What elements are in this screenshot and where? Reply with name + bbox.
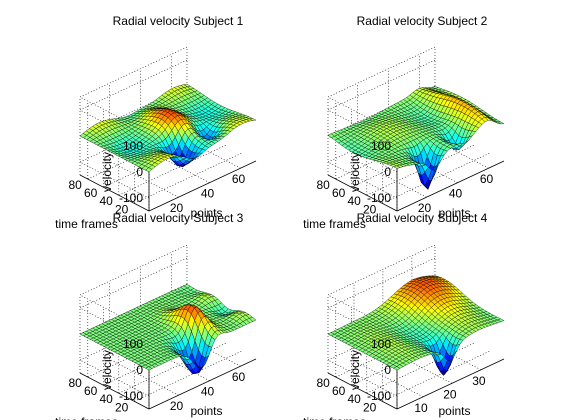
- y-tick-label: 40: [347, 194, 361, 208]
- y-tick-label: 20: [363, 202, 377, 216]
- z-tick-label: -100: [367, 191, 391, 205]
- y-axis-label: time frames: [55, 415, 118, 420]
- z-tick-label: 0: [136, 165, 143, 179]
- grid-line: [388, 146, 458, 183]
- surface-facet: [497, 318, 505, 322]
- x-tick-label: 30: [472, 374, 486, 388]
- z-tick-label: -100: [119, 389, 143, 403]
- y-tick-label: 20: [115, 400, 129, 414]
- grid-line: [171, 329, 241, 367]
- y-tick-label: 60: [332, 186, 346, 200]
- z-tick-label: 100: [123, 337, 143, 351]
- x-tick-label: 60: [232, 370, 246, 384]
- x-axis-line: [148, 358, 257, 410]
- chart-title: Radial velocity Subject 2: [357, 14, 488, 28]
- y-axis-line: [79, 372, 150, 410]
- surface-mesh: [79, 83, 257, 173]
- x-tick-label: 40: [201, 187, 215, 201]
- y-tick-label: 60: [84, 384, 98, 398]
- z-tick-label: 100: [371, 139, 391, 153]
- x-tick-label: 40: [201, 385, 215, 399]
- y-tick-label: 20: [363, 400, 377, 414]
- y-axis-line: [327, 372, 398, 410]
- y-tick-label: 40: [99, 194, 113, 208]
- y-tick-label: 80: [68, 178, 82, 192]
- z-axis-label: velocity: [100, 350, 114, 390]
- surface-facet: [249, 118, 257, 121]
- grid-line: [109, 160, 179, 198]
- z-tick-label: -100: [367, 389, 391, 403]
- surface-facet: [249, 317, 257, 322]
- surface-mesh: [79, 284, 257, 374]
- x-tick-label: 20: [418, 201, 432, 215]
- grid-line: [327, 135, 398, 173]
- surface-facet: [497, 121, 505, 125]
- grid-line: [109, 358, 179, 396]
- z-tick-label: 100: [371, 337, 391, 351]
- x-tick-label: 40: [449, 187, 463, 201]
- grid-line: [79, 244, 188, 296]
- y-tick-label: 60: [332, 384, 346, 398]
- x-axis-label: points: [438, 206, 470, 220]
- surface-mesh: [327, 275, 505, 376]
- z-axis-label: velocity: [348, 152, 362, 192]
- y-tick-label: 40: [347, 392, 361, 406]
- y-tick-label: 20: [115, 202, 129, 216]
- grid-line: [419, 131, 489, 169]
- x-tick-label: 20: [443, 387, 457, 401]
- grid-line: [327, 161, 398, 199]
- z-axis-label: velocity: [100, 152, 114, 192]
- grid-line: [353, 360, 424, 398]
- grid-line: [411, 333, 482, 371]
- y-axis-label: time frames: [303, 415, 366, 420]
- x-axis-line: [396, 358, 505, 410]
- x-tick-label: 60: [480, 172, 494, 186]
- grid-line: [140, 146, 210, 183]
- y-tick-label: 80: [316, 178, 330, 192]
- y-axis-label: time frames: [303, 217, 366, 231]
- x-tick-label: 10: [414, 401, 428, 415]
- y-tick-label: 80: [68, 376, 82, 390]
- chart-title: Radial velocity Subject 3: [113, 211, 244, 225]
- z-axis-label: velocity: [348, 350, 362, 390]
- z-tick-label: 0: [136, 363, 143, 377]
- surface-mesh: [327, 86, 505, 190]
- z-tick-label: -100: [119, 191, 143, 205]
- y-tick-label: 80: [316, 376, 330, 390]
- x-axis-label: points: [190, 404, 222, 418]
- y-tick-label: 60: [84, 186, 98, 200]
- y-axis-label: time frames: [55, 217, 118, 231]
- grid-line: [140, 344, 210, 381]
- y-tick-label: 40: [99, 392, 113, 406]
- x-axis-label: points: [438, 404, 470, 418]
- grid-line: [327, 359, 398, 397]
- grid-line: [357, 160, 427, 198]
- grid-line: [79, 359, 150, 397]
- x-tick-label: 20: [170, 201, 184, 215]
- grid-line: [382, 347, 453, 384]
- chart-title: Radial velocity Subject 4: [357, 211, 488, 225]
- z-tick-label: 0: [384, 165, 391, 179]
- z-tick-label: 100: [123, 139, 143, 153]
- x-axis-line: [396, 160, 505, 212]
- x-axis-label: points: [190, 206, 222, 220]
- x-axis-line: [148, 160, 257, 212]
- z-tick-label: 0: [384, 363, 391, 377]
- y-axis-line: [79, 174, 150, 212]
- surface-plot-4: -100010010203020406080pointstime framesv…: [303, 211, 505, 420]
- chart-title: Radial velocity Subject 1: [113, 14, 244, 28]
- y-axis-line: [327, 174, 398, 212]
- grid-line: [79, 161, 150, 199]
- x-tick-label: 60: [232, 172, 246, 186]
- x-tick-label: 20: [170, 399, 184, 413]
- grid-line: [171, 131, 241, 169]
